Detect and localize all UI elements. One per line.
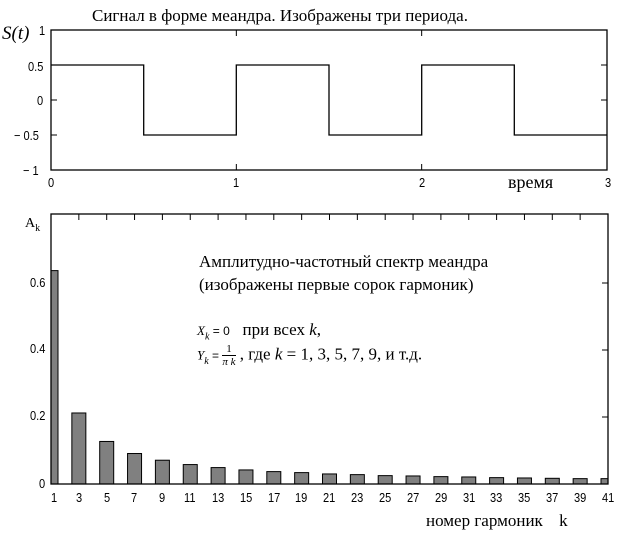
xtick: 25 [379,490,392,505]
annotation-line2: (изображены первые сорок гармоник) [199,275,474,294]
xtick: 15 [239,490,253,505]
xtick: 13 [211,490,225,505]
ytick: 0 [39,476,46,491]
xlabel-var: k [559,511,568,530]
ytick: − 0.5 [14,128,39,143]
ytick: − 1 [23,163,39,178]
ytick: 0.6 [30,275,46,290]
xtick: 19 [295,490,308,505]
xlabel-text: номер гармоник [426,511,543,530]
spectrum-bar [154,459,170,484]
spectrum-bar [489,477,505,484]
spectrum-bar [322,473,337,484]
xtick: 5 [103,490,110,505]
xtick: 9 [159,490,166,505]
spectrum-bar [71,412,87,484]
spectrum-bar [544,477,560,484]
spectrum-bar [182,464,198,484]
bottom-chart-ylabel: Ak [25,216,40,234]
xtick: 7 [131,490,138,505]
xtick: 0 [48,175,55,190]
xtick: 23 [351,490,364,505]
xtick: 3 [75,490,82,505]
spectrum-bar [99,440,115,484]
xtick: 1 [233,175,240,190]
ytick: 0.4 [30,341,46,356]
xtick: 17 [267,490,280,505]
xtick: 37 [546,490,559,505]
xtick: 41 [601,490,615,505]
spectrum-bar [266,471,282,484]
spectrum-annotation: Амплитудно-частотный спектр меандра (изо… [199,250,488,296]
xtick: 39 [573,490,587,505]
xtick: 3 [605,175,612,190]
formula-xk: Xk = 0 при всех k, [197,320,322,343]
ytick: 1 [39,23,46,38]
spectrum-bar [405,475,421,484]
xtick: 21 [323,490,336,505]
spectrum-bar [433,476,449,484]
ytick: 0 [37,93,44,108]
top-chart-xlabel: время [508,172,554,192]
spectrum-bar [238,469,254,484]
spectrum-bar [600,478,608,484]
ytick: 0.2 [30,408,46,423]
spectrum-bar [127,453,143,484]
spectrum-bar [572,478,588,484]
xtick: 29 [434,490,447,505]
bottom-chart-xlabel: номер гармоник k [426,511,568,531]
top-chart-ylabel: S(t) [2,23,30,44]
xtick: 27 [406,490,420,505]
square-wave-line [51,64,607,136]
spectrum-bar [210,467,226,484]
annotation-line1: Амплитудно-частотный спектр меандра [199,252,489,271]
spectrum-bar [377,475,393,484]
spectrum-bar [294,472,310,484]
xtick: 1 [50,490,58,505]
xtick: 2 [419,175,426,190]
xtick: 33 [490,490,503,505]
xtick: 31 [462,490,475,505]
spectrum-bar [461,476,477,484]
ylabel-sub: k [35,222,41,234]
top-chart-title: Сигнал в форме меандра. Изображены три п… [92,6,468,25]
ylabel-main: A [25,216,36,231]
spectrum-bar [349,474,365,484]
spectrum-bar [51,270,59,484]
top-chart-plot [50,29,608,171]
xtick: 11 [184,490,196,505]
spectrum-bar [516,477,532,484]
xtick: 35 [518,490,531,505]
ytick: 0.5 [28,59,44,74]
